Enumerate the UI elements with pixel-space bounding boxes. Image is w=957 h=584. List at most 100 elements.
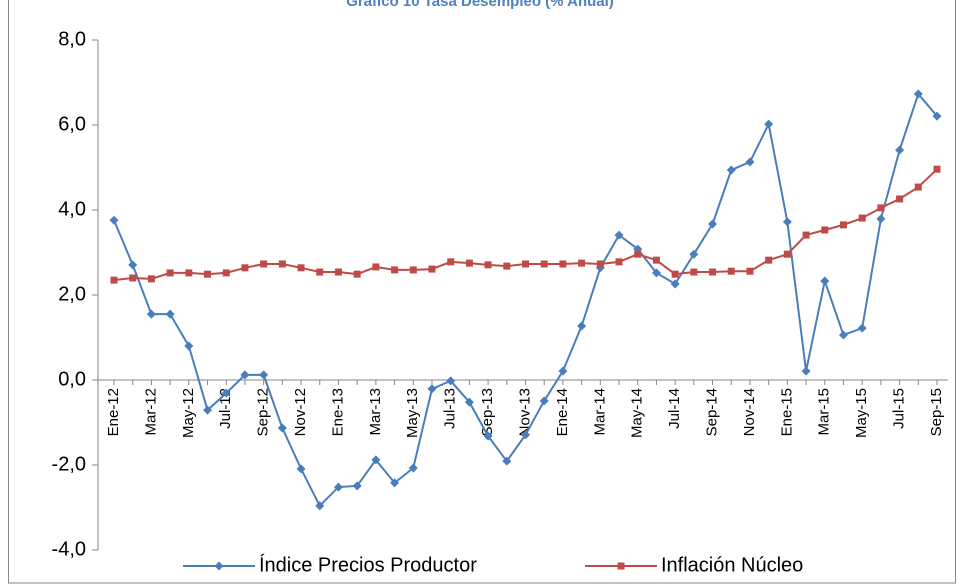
data-point <box>315 501 325 511</box>
data-point <box>614 230 624 240</box>
x-tick-label: Jul-14 <box>666 388 683 429</box>
data-point <box>502 456 512 466</box>
data-point <box>522 260 529 268</box>
data-point <box>146 309 156 319</box>
data-point <box>222 269 230 277</box>
data-point <box>652 256 660 264</box>
data-point <box>914 183 922 191</box>
data-point <box>391 266 399 274</box>
data-point <box>596 260 604 268</box>
data-point <box>578 259 586 267</box>
x-tick-label: Nov-13 <box>516 388 533 436</box>
legend-marker <box>214 561 224 571</box>
data-point <box>297 264 305 272</box>
data-point <box>259 370 269 380</box>
data-point <box>858 214 866 222</box>
data-point <box>240 370 250 380</box>
data-point <box>670 279 680 289</box>
y-tick-label: 6,0 <box>58 113 86 135</box>
x-tick-label: May-13 <box>404 388 421 438</box>
data-point <box>334 268 342 276</box>
data-point <box>277 423 287 433</box>
data-point <box>726 165 736 175</box>
data-point <box>166 269 174 277</box>
x-tick-label: Nov-14 <box>741 388 758 436</box>
data-point <box>371 455 381 465</box>
x-tick-label: Jul-15 <box>891 388 908 429</box>
data-point <box>913 89 923 99</box>
data-point <box>896 195 904 203</box>
data-point <box>503 262 511 270</box>
data-point <box>801 366 811 376</box>
chart-title: Gráfico 10 Tasa Desempleo (% Anual) <box>346 0 614 10</box>
data-point <box>409 266 417 274</box>
data-point <box>464 397 474 407</box>
data-point <box>876 214 886 224</box>
data-point <box>129 274 137 282</box>
x-tick-label: Sep-12 <box>255 388 272 436</box>
data-point <box>165 309 175 319</box>
data-point <box>483 431 493 441</box>
data-point <box>446 376 456 386</box>
x-tick-label: Mar-15 <box>816 388 833 436</box>
y-tick-label: 2,0 <box>58 283 86 305</box>
data-point <box>745 157 755 167</box>
x-tick-label: May-14 <box>629 388 646 438</box>
data-point <box>558 366 568 376</box>
data-point <box>839 221 847 229</box>
x-tick-label: Nov-12 <box>292 388 309 436</box>
y-tick-label: -2,0 <box>52 453 86 475</box>
data-point <box>390 478 400 488</box>
data-point <box>671 270 679 278</box>
legend-label: Índice Precios Productor <box>259 553 477 576</box>
data-point <box>352 481 362 491</box>
data-point <box>427 384 437 394</box>
data-point <box>765 256 773 264</box>
x-tick-label: Mar-13 <box>367 388 384 436</box>
data-point <box>559 260 567 268</box>
x-tick-label: Ene-15 <box>778 388 795 436</box>
data-point <box>709 268 717 276</box>
data-point <box>782 217 792 227</box>
data-point <box>932 111 942 121</box>
data-point <box>147 275 155 283</box>
x-tick-label: Ene-13 <box>329 388 346 436</box>
data-point <box>241 264 249 272</box>
data-point <box>521 430 530 440</box>
data-point <box>615 258 623 266</box>
legend-marker <box>617 562 625 570</box>
data-point <box>857 323 867 333</box>
data-point <box>109 215 119 225</box>
y-tick-label: 0,0 <box>58 368 86 390</box>
x-tick-label: Ene-14 <box>554 388 571 436</box>
data-point <box>820 276 830 286</box>
data-point <box>408 463 418 473</box>
data-point <box>184 341 194 351</box>
data-point <box>372 263 380 271</box>
data-point <box>821 226 829 234</box>
data-point <box>128 260 138 270</box>
y-tick-label: -4,0 <box>52 538 86 560</box>
data-point <box>465 259 473 267</box>
data-point <box>428 265 436 273</box>
legend-label: Inflación Núcleo <box>661 554 803 576</box>
x-tick-label: Mar-12 <box>142 388 159 436</box>
x-tick-label: Sep-15 <box>928 388 945 436</box>
chart-frame <box>8 0 956 584</box>
data-point <box>708 219 718 229</box>
data-point <box>540 260 548 268</box>
x-tick-label: Mar-14 <box>591 388 608 436</box>
data-point <box>447 258 455 266</box>
data-point <box>185 269 193 277</box>
data-point <box>746 267 754 275</box>
data-point <box>316 268 324 276</box>
x-tick-label: Sep-13 <box>479 388 496 436</box>
data-point <box>634 250 642 258</box>
data-point <box>764 119 774 129</box>
data-point <box>296 464 306 474</box>
data-point <box>877 204 885 212</box>
data-point <box>539 396 549 406</box>
data-point <box>278 260 286 268</box>
data-point <box>895 145 905 155</box>
